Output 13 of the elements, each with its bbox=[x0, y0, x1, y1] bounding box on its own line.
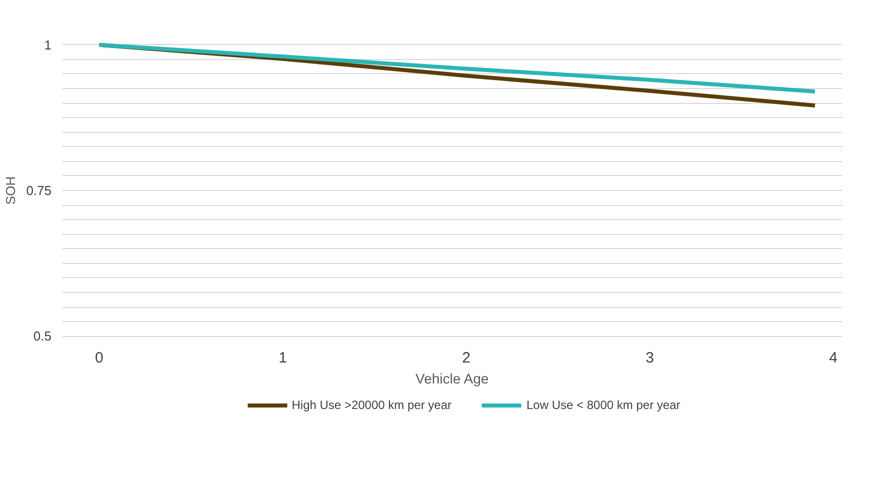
x-tick-label: 3 bbox=[646, 350, 654, 366]
x-tick-label: 2 bbox=[462, 350, 470, 366]
x-tick-label: 1 bbox=[278, 350, 287, 366]
y-tick-label: 0.75 bbox=[26, 183, 52, 198]
legend-label: Low Use < 8000 km per year bbox=[526, 398, 680, 412]
line-series bbox=[97, 42, 817, 94]
y-tick-label: 0.5 bbox=[33, 328, 52, 344]
y-tick-label: 1 bbox=[44, 37, 52, 52]
y-axis-title: SOH bbox=[3, 176, 18, 205]
legend-label: High Use >20000 km per year bbox=[292, 398, 452, 412]
x-tick-label: 0 bbox=[95, 350, 104, 366]
x-tick-label: 4 bbox=[829, 350, 838, 366]
x-axis-title: Vehicle Age bbox=[416, 370, 489, 386]
